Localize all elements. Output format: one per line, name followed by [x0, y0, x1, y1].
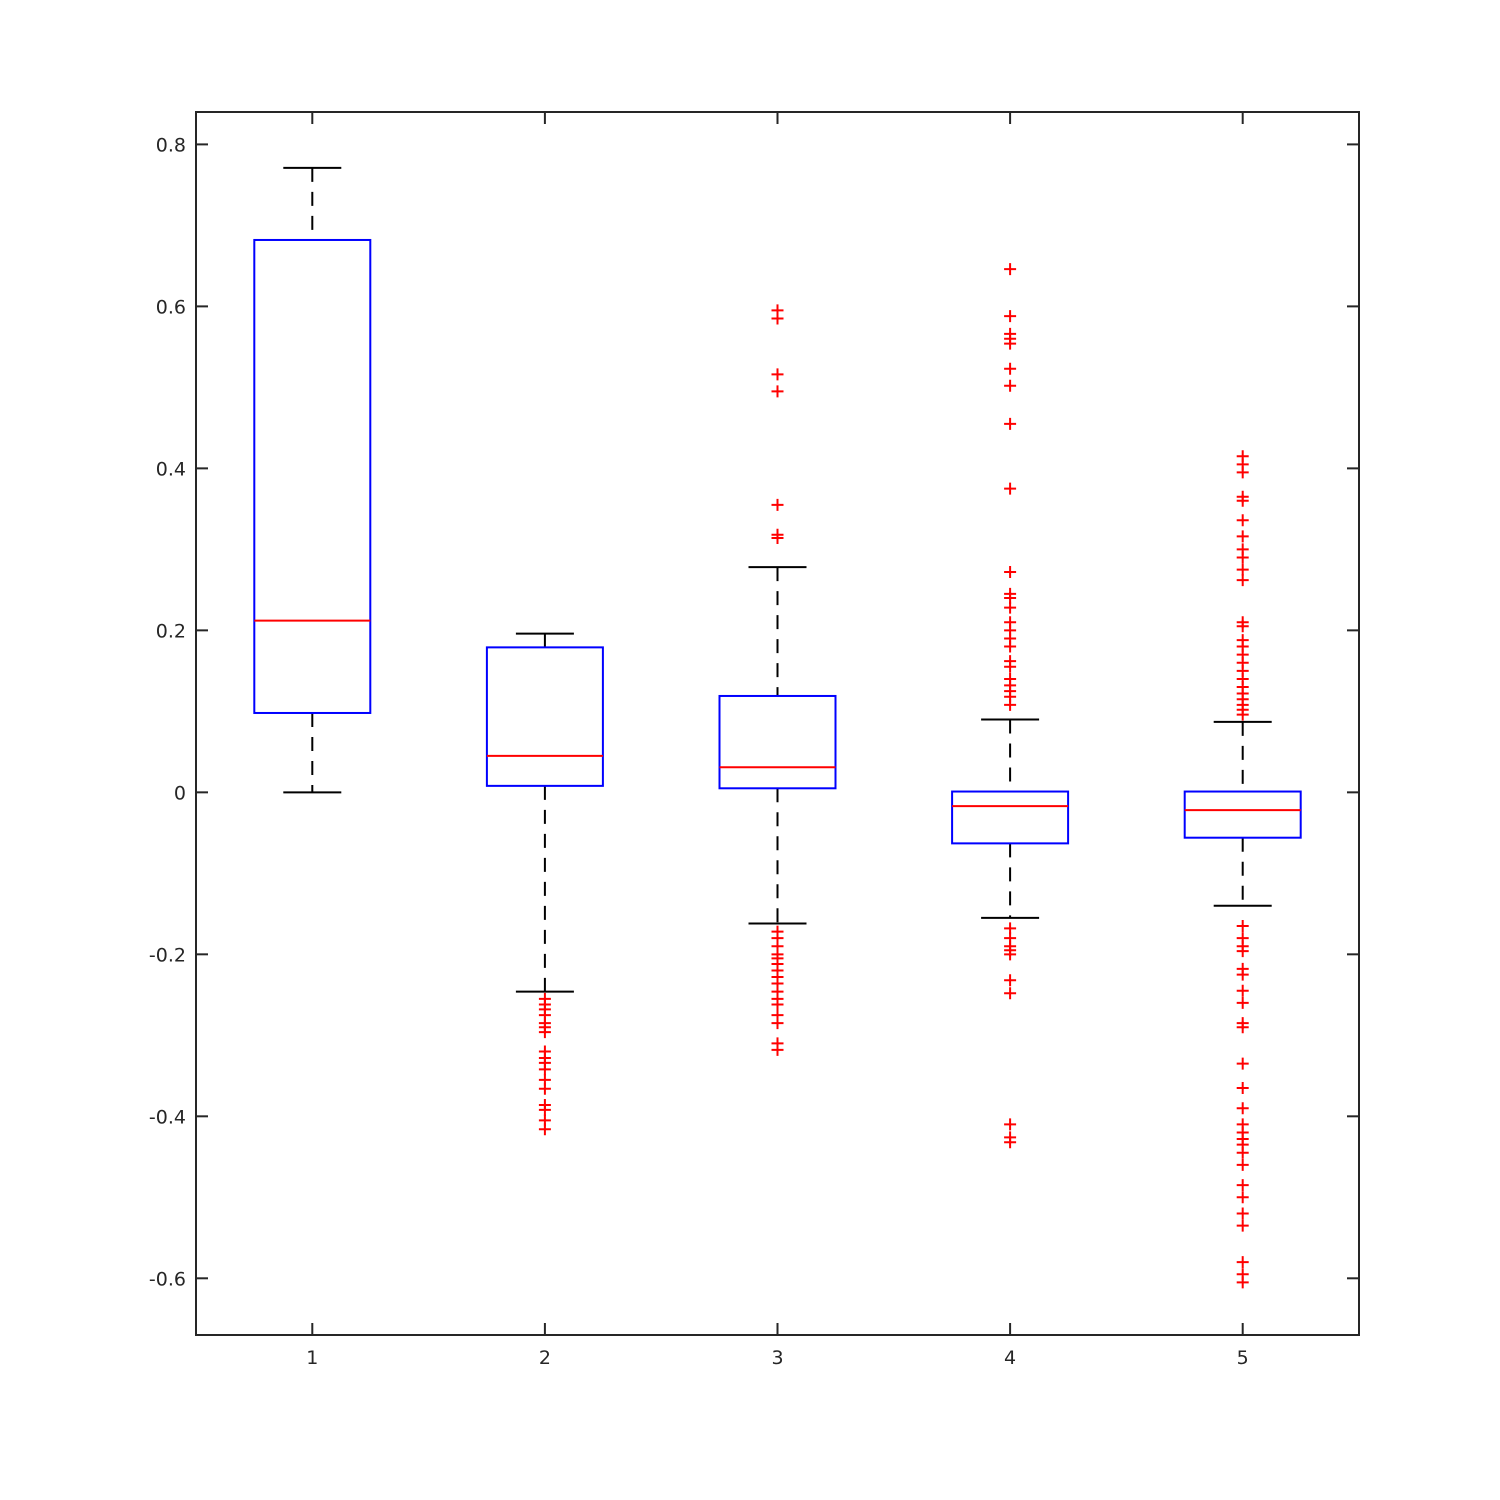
y-tick-label: 0.4: [156, 458, 186, 480]
outlier-marker: [1004, 337, 1017, 350]
outlier-marker: [1236, 968, 1249, 981]
outlier-marker: [1236, 1179, 1249, 1192]
outlier-marker: [771, 368, 784, 381]
outlier-marker: [771, 1043, 784, 1056]
box-group: [718, 304, 837, 1056]
outlier-marker: [1004, 310, 1017, 323]
outlier-marker: [1236, 563, 1249, 576]
outlier-marker: [771, 385, 784, 398]
outlier-marker: [1236, 708, 1249, 721]
box-iqr: [951, 790, 1070, 845]
outlier-marker: [1236, 919, 1249, 932]
outlier-marker: [1236, 1102, 1249, 1115]
outlier-marker: [771, 998, 784, 1011]
box-group: [951, 263, 1070, 1149]
outlier-marker: [1236, 494, 1249, 507]
y-tick-label: 0.8: [156, 134, 186, 156]
x-tick-label: 5: [1237, 1347, 1249, 1369]
y-tick-label: -0.6: [149, 1268, 186, 1290]
outlier-marker: [1004, 698, 1017, 711]
plot-area: [253, 166, 1302, 1289]
outlier-marker: [1236, 1057, 1249, 1070]
outlier-marker: [1236, 574, 1249, 587]
outlier-marker: [1004, 566, 1017, 579]
outlier-marker: [1004, 974, 1017, 987]
outlier-marker: [1236, 945, 1249, 958]
outlier-marker: [1236, 620, 1249, 633]
outlier-marker: [771, 498, 784, 511]
x-axis-ticks: 1 2 3 4 5: [306, 112, 1249, 1369]
outlier-marker: [1004, 379, 1017, 392]
box-group: [253, 166, 372, 794]
box-iqr: [1183, 790, 1302, 839]
outlier-marker: [1236, 551, 1249, 564]
outlier-marker: [1236, 984, 1249, 997]
y-tick-label: -0.2: [149, 944, 186, 966]
y-tick-label: -0.4: [149, 1106, 186, 1128]
outlier-marker: [1236, 1191, 1249, 1204]
outlier-marker: [771, 532, 784, 545]
outlier-marker: [1236, 514, 1249, 527]
outlier-marker: [1236, 530, 1249, 543]
outlier-marker: [1236, 466, 1249, 479]
axes-frame: [195, 111, 1360, 1336]
outlier-marker: [1236, 1219, 1249, 1232]
outlier-marker: [771, 312, 784, 325]
x-tick-label: 2: [539, 1347, 551, 1369]
box-iqr: [485, 646, 604, 787]
x-tick-label: 3: [771, 1347, 783, 1369]
outlier-marker: [1004, 417, 1017, 430]
outlier-marker: [538, 1103, 551, 1116]
y-tick-label: 0: [174, 782, 186, 804]
box-iqr: [718, 694, 837, 790]
outlier-marker: [538, 1082, 551, 1095]
outlier-marker: [538, 1123, 551, 1136]
y-tick-label: 0.6: [156, 296, 186, 318]
outlier-marker: [1004, 1118, 1017, 1131]
outlier-marker: [1004, 1136, 1017, 1149]
outlier-marker: [538, 1063, 551, 1076]
outlier-marker: [1004, 482, 1017, 495]
box-iqr: [253, 238, 372, 714]
outlier-marker: [1236, 1276, 1249, 1289]
box-group: [1183, 450, 1302, 1289]
outlier-marker: [1236, 1207, 1249, 1220]
outlier-marker: [1236, 996, 1249, 1009]
box-group: [485, 632, 604, 1136]
outlier-marker: [1004, 660, 1017, 673]
outlier-marker: [1236, 1021, 1249, 1034]
outlier-marker: [1236, 1158, 1249, 1171]
outlier-marker: [1004, 601, 1017, 614]
outlier-marker: [538, 1026, 551, 1039]
x-tick-label: 4: [1004, 1347, 1016, 1369]
outlier-marker: [1004, 948, 1017, 961]
y-tick-label: 0.2: [156, 620, 186, 642]
outlier-marker: [1236, 1146, 1249, 1159]
outlier-marker: [1004, 362, 1017, 375]
outlier-marker: [1236, 1081, 1249, 1094]
outlier-marker: [1236, 1256, 1249, 1269]
outlier-marker: [771, 1017, 784, 1030]
x-tick-label: 1: [306, 1347, 318, 1369]
outlier-marker: [1004, 263, 1017, 276]
outlier-marker: [1004, 640, 1017, 653]
y-axis-ticks: -0.6 -0.4 -0.2 0 0.2 0.4 0.6 0.8: [149, 134, 1359, 1290]
outlier-marker: [1004, 987, 1017, 1000]
